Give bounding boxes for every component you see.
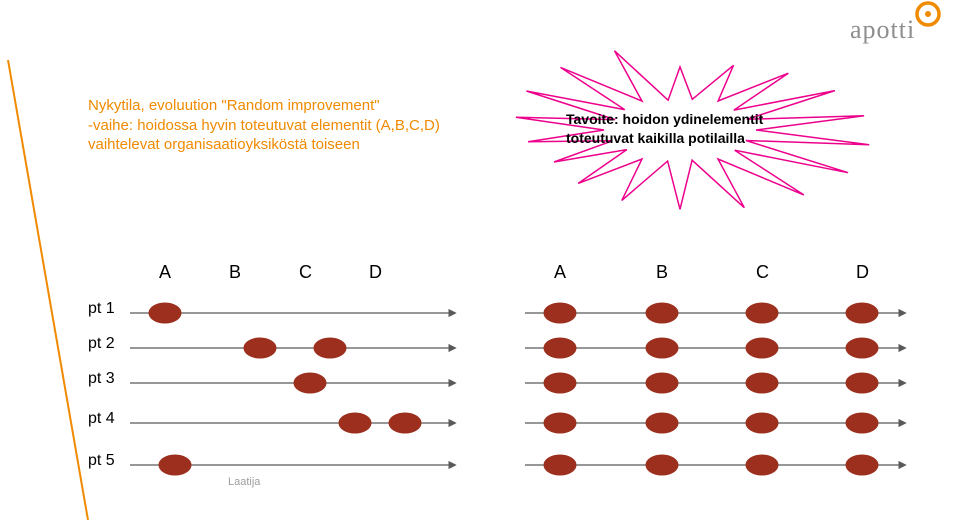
node-right-r5-c4 xyxy=(846,455,878,475)
left-title-line2: -vaihe: hoidossa hyvin toteutuvat elemen… xyxy=(88,117,440,134)
diagram-canvas: apotti xyxy=(0,0,960,526)
col-d-left: D xyxy=(369,262,382,283)
row-label-3: pt 3 xyxy=(88,370,115,388)
node-left-2 xyxy=(314,338,346,358)
node-right-r3-c3 xyxy=(746,373,778,393)
left-title: Nykytila, evoluution "Random improvement… xyxy=(88,96,508,155)
starburst-label: Tavoite: hoidon ydinelementit toteutuvat… xyxy=(566,110,826,148)
node-right-r2-c4 xyxy=(846,338,878,358)
starburst-line2: toteutuvat kaikilla potilailla xyxy=(566,130,745,146)
footer-author: Laatija xyxy=(228,476,260,488)
node-left-4 xyxy=(339,413,371,433)
node-left-3 xyxy=(294,373,326,393)
row-label-5: pt 5 xyxy=(88,452,115,470)
node-left-0 xyxy=(149,303,181,323)
node-right-r2-c1 xyxy=(544,338,576,358)
node-right-r4-c3 xyxy=(746,413,778,433)
node-right-r2-c2 xyxy=(646,338,678,358)
col-a-right: A xyxy=(554,262,566,283)
node-right-r2-c3 xyxy=(746,338,778,358)
row-label-1: pt 1 xyxy=(88,300,115,318)
node-right-r1-c1 xyxy=(544,303,576,323)
node-left-1 xyxy=(244,338,276,358)
left-title-line3: vaihtelevat organisaatioyksiköstä toisee… xyxy=(88,136,360,153)
node-left-5 xyxy=(389,413,421,433)
col-c-right: C xyxy=(756,262,769,283)
col-a-left: A xyxy=(159,262,171,283)
node-right-r3-c4 xyxy=(846,373,878,393)
svg-text:apotti: apotti xyxy=(850,15,915,44)
node-right-r1-c4 xyxy=(846,303,878,323)
node-right-r3-c2 xyxy=(646,373,678,393)
node-right-r4-c2 xyxy=(646,413,678,433)
col-c-left: C xyxy=(299,262,312,283)
left-title-line1: Nykytila, evoluution "Random improvement… xyxy=(88,97,380,114)
col-b-right: B xyxy=(656,262,668,283)
row-label-2: pt 2 xyxy=(88,335,115,353)
starburst-line1: Tavoite: hoidon ydinelementit xyxy=(566,111,763,127)
logo: apotti xyxy=(850,3,939,44)
node-left-6 xyxy=(159,455,191,475)
node-right-r3-c1 xyxy=(544,373,576,393)
node-right-r5-c2 xyxy=(646,455,678,475)
node-right-r4-c1 xyxy=(544,413,576,433)
node-right-r5-c3 xyxy=(746,455,778,475)
node-right-r1-c2 xyxy=(646,303,678,323)
col-b-left: B xyxy=(229,262,241,283)
node-right-r5-c1 xyxy=(544,455,576,475)
col-d-right: D xyxy=(856,262,869,283)
node-right-r1-c3 xyxy=(746,303,778,323)
node-right-r4-c4 xyxy=(846,413,878,433)
row-label-4: pt 4 xyxy=(88,410,115,428)
